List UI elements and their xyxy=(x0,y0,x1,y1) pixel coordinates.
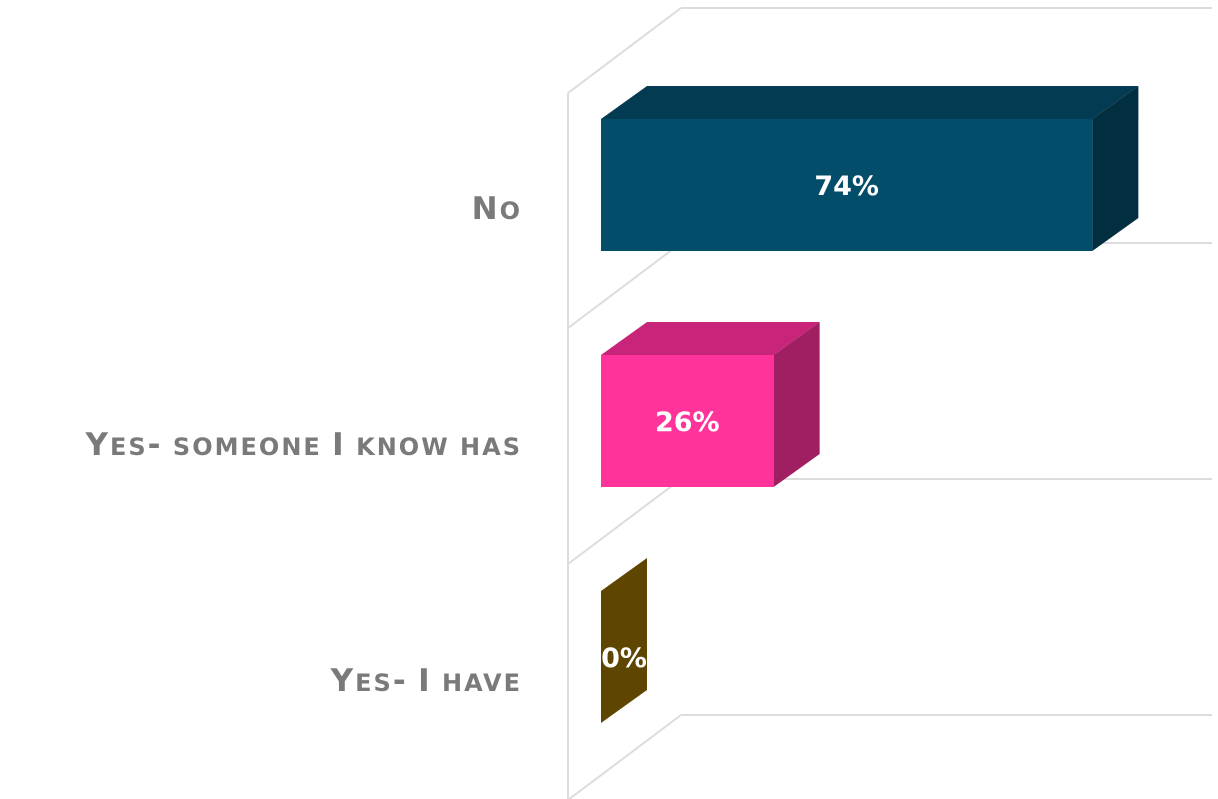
bar-yes-i-have-side xyxy=(601,558,647,723)
value-label-no: 74% xyxy=(814,171,879,202)
value-label-yes-someone-i-know-has: 26% xyxy=(655,407,720,438)
category-label-no: NO xyxy=(472,191,522,227)
value-label-yes-i-have: 0% xyxy=(601,643,647,674)
bar-no-side xyxy=(1092,86,1139,251)
grid-diagonal-2 xyxy=(567,478,682,565)
bar-no-top xyxy=(601,86,1139,119)
bar-yes-someone-i-know-has-side xyxy=(773,322,820,487)
category-label-yes-i-have: YES- I HAVE xyxy=(330,663,522,699)
grid-diagonal-1 xyxy=(567,242,682,329)
bar-yes-i-have xyxy=(601,558,647,723)
grid-diagonal-3 xyxy=(567,714,682,799)
labels-layer: 74% NO 26% YES- SOMEONE I KNOW HAS 0% YES- I … xyxy=(85,171,879,699)
bars-layer xyxy=(601,86,1139,723)
bar-yes-someone-i-know-has-top xyxy=(601,322,820,355)
category-label-yes-someone-i-know-has: YES- SOMEONE I KNOW HAS xyxy=(85,427,522,463)
bar-yes-someone-i-know-has-front xyxy=(601,355,774,487)
grid-diagonal-top xyxy=(567,7,682,94)
bar-yes-someone-i-know-has xyxy=(601,322,820,487)
bar-no-front xyxy=(601,119,1093,251)
bar-no xyxy=(601,86,1139,251)
